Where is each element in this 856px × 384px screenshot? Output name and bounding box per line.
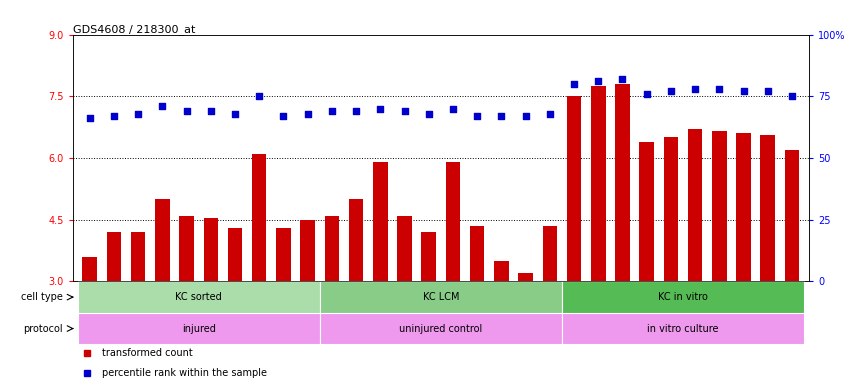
Bar [519, 273, 532, 281]
Point [615, 76, 629, 82]
Bar [320, 281, 562, 313]
Point [373, 106, 387, 112]
Point [131, 111, 145, 117]
Bar [107, 232, 122, 281]
Bar [397, 215, 412, 281]
Text: GDS4608 / 218300_at: GDS4608 / 218300_at [73, 24, 195, 35]
Bar [252, 154, 266, 281]
Point [204, 108, 217, 114]
Bar [446, 162, 461, 281]
Text: in vitro culture: in vitro culture [647, 324, 719, 334]
Bar [562, 313, 804, 344]
Point [229, 111, 242, 117]
Bar [712, 131, 727, 281]
Point [591, 78, 605, 84]
Text: injured: injured [181, 324, 216, 334]
Bar [567, 96, 581, 281]
Bar [155, 199, 169, 281]
Text: KC in vitro: KC in vitro [658, 292, 708, 302]
Bar [320, 313, 562, 344]
Bar [131, 232, 146, 281]
Bar [204, 218, 218, 281]
Bar [494, 261, 508, 281]
Text: protocol: protocol [23, 324, 63, 334]
Point [688, 86, 702, 92]
Bar [470, 226, 484, 281]
Point [639, 91, 653, 97]
Text: KC LCM: KC LCM [423, 292, 459, 302]
Point [180, 108, 193, 114]
Text: KC sorted: KC sorted [175, 292, 222, 302]
Bar [421, 232, 436, 281]
Text: cell type: cell type [21, 292, 63, 302]
Point [519, 113, 532, 119]
Bar [82, 257, 97, 281]
Text: transformed count: transformed count [102, 348, 193, 358]
Point [495, 113, 508, 119]
Bar [688, 129, 703, 281]
Bar [615, 84, 630, 281]
Bar [785, 150, 800, 281]
Bar [639, 142, 654, 281]
Point [300, 111, 314, 117]
Bar [562, 281, 804, 313]
Point [422, 111, 436, 117]
Bar [276, 228, 291, 281]
Text: uninjured control: uninjured control [399, 324, 483, 334]
Bar [324, 215, 339, 281]
Bar [736, 133, 751, 281]
Bar [78, 281, 320, 313]
Bar [300, 220, 315, 281]
Point [761, 88, 775, 94]
Bar [760, 136, 775, 281]
Point [107, 113, 121, 119]
Point [568, 81, 581, 87]
Bar [373, 162, 388, 281]
Bar [591, 86, 605, 281]
Point [737, 88, 751, 94]
Point [156, 103, 169, 109]
Point [712, 86, 726, 92]
Bar [228, 228, 242, 281]
Point [543, 111, 556, 117]
Point [785, 93, 799, 99]
Point [470, 113, 484, 119]
Bar [543, 226, 557, 281]
Bar [179, 215, 193, 281]
Point [664, 88, 678, 94]
Point [349, 108, 363, 114]
Bar [663, 137, 678, 281]
Text: percentile rank within the sample: percentile rank within the sample [102, 368, 267, 378]
Bar [78, 313, 320, 344]
Bar [348, 199, 363, 281]
Point [276, 113, 290, 119]
Point [325, 108, 339, 114]
Point [446, 106, 460, 112]
Point [398, 108, 412, 114]
Point [253, 93, 266, 99]
Point [83, 116, 97, 122]
